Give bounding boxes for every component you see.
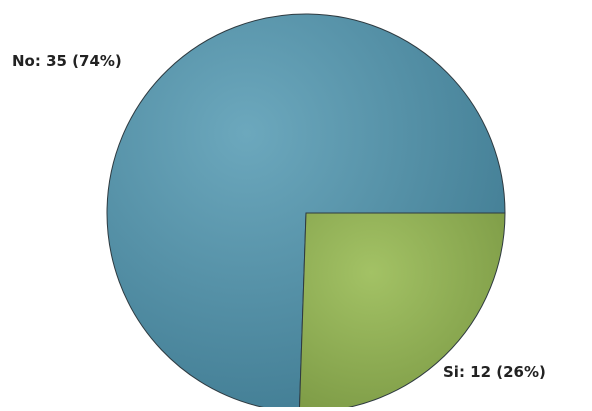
- pie-labels: No: 35 (74%) Si: 12 (26%): [12, 52, 546, 381]
- pie-slices: [106, 13, 506, 411]
- slice-label-si: Si: 12 (26%): [443, 363, 546, 381]
- slice-label-no: No: 35 (74%): [12, 52, 122, 70]
